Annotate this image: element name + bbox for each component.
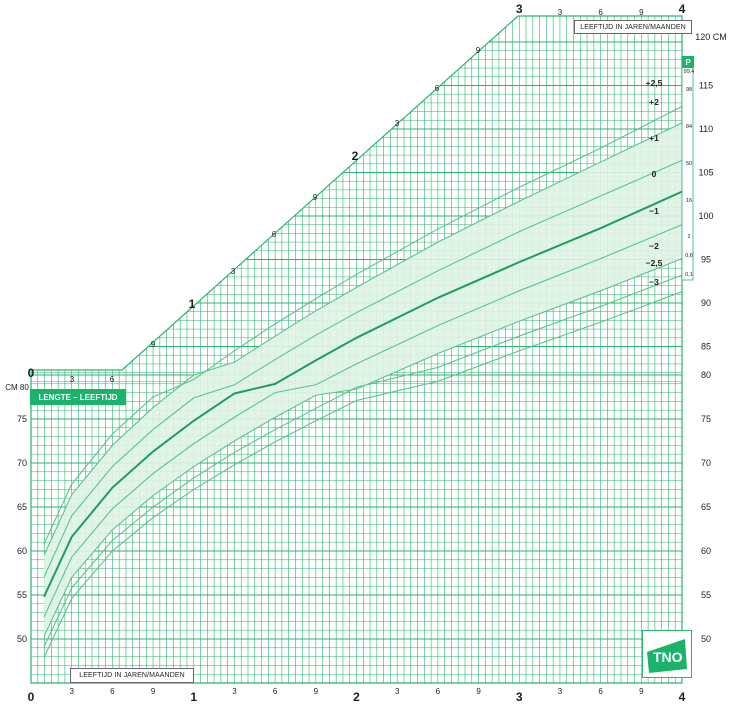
right-tick-label: 85 — [701, 342, 711, 352]
sd-label: −2,5 — [646, 258, 663, 268]
age-axis-title-top: LEEFTIJD IN JAREN/MAANDEN — [574, 20, 692, 34]
right-tick-label: 80 — [701, 370, 711, 380]
bottom-month-label: 9 — [476, 687, 481, 696]
right-tick-label: 65 — [701, 502, 711, 512]
bottom-month-label: 6 — [598, 687, 603, 696]
series-line-−2,5 — [43, 274, 683, 648]
diagonal-age-label: 3 — [70, 375, 75, 384]
diagonal-age-label: 6 — [272, 230, 277, 239]
diagonal-age-label: 0 — [28, 366, 35, 380]
bottom-month-label: 6 — [273, 687, 278, 696]
percentile-header-label: P — [685, 58, 691, 67]
left-tick-label: 70 — [17, 458, 27, 468]
diagonal-age-label: 3 — [231, 267, 236, 276]
bottom-month-label: 3 — [69, 687, 74, 696]
right-tick-label: 100 — [698, 211, 713, 221]
top-month-label: 6 — [598, 8, 603, 17]
sd-label: +1 — [649, 133, 659, 143]
percentile-strip — [681, 59, 694, 281]
right-tick-label: 110 — [699, 124, 713, 134]
percentile-header — [682, 56, 694, 68]
percentile-label: 99,4 — [684, 69, 695, 75]
series-line-+2,5 — [43, 105, 683, 545]
right-tick-label: 50 — [701, 634, 711, 644]
chart-title: LENGTE – LEEFTIJD — [30, 389, 126, 405]
bottom-year-label: 4 — [679, 690, 686, 704]
sd-label: −2 — [649, 241, 659, 251]
left-tick-label: 55 — [17, 590, 27, 600]
series-line-−2 — [43, 258, 683, 637]
bottom-month-label: 6 — [110, 687, 115, 696]
tno-logo-icon: TNO — [643, 631, 691, 677]
bottom-month-label: 9 — [639, 687, 644, 696]
bottom-month-label: 3 — [232, 687, 237, 696]
top-month-label: 9 — [639, 8, 644, 17]
diagonal-age-label: 9 — [313, 193, 318, 202]
sd-label: +2,5 — [646, 78, 663, 88]
percentile-label: 0,6 — [685, 253, 693, 259]
left-tick-label: 75 — [17, 414, 27, 424]
tno-logo: TNO — [642, 630, 692, 678]
percentile-label: 0,1 — [685, 272, 693, 278]
right-tick-label: 105 — [698, 168, 713, 178]
normal-range-band — [44, 122, 682, 637]
diagonal-age-label: 6 — [110, 375, 115, 384]
right-tick-label: 95 — [701, 255, 711, 265]
top-year-label: 3 — [516, 2, 523, 16]
right-tick-label: 115 — [699, 81, 713, 91]
diagonal-age-label: 9 — [476, 46, 481, 55]
bottom-month-label: 3 — [395, 687, 400, 696]
percentile-label: 98 — [686, 87, 692, 93]
diagonal-age-label: 6 — [435, 84, 440, 93]
left-tick-label: 50 — [17, 634, 27, 644]
bottom-year-label: 3 — [516, 690, 523, 704]
bottom-year-label: 2 — [353, 690, 360, 704]
bottom-month-label: 9 — [314, 687, 319, 696]
bottom-month-label: 9 — [151, 687, 156, 696]
tno-logo-text: TNO — [653, 649, 683, 665]
diagonal-age-label: 2 — [352, 149, 359, 163]
right-tick-label: 55 — [701, 590, 711, 600]
sd-label: +2 — [649, 97, 659, 107]
top-year-label: 4 — [679, 2, 686, 16]
right-tick-label: 60 — [701, 546, 711, 556]
age-axis-title-bottom: LEEFTIJD IN JAREN/MAANDEN — [70, 668, 194, 683]
left-tick-label: 65 — [17, 502, 27, 512]
right-tick-label: 70 — [701, 458, 711, 468]
left-unit-label: CM 80 — [5, 383, 29, 392]
sd-label: −1 — [649, 206, 659, 216]
sd-label: 0 — [652, 169, 657, 179]
bottom-year-label: 1 — [190, 690, 197, 704]
bottom-year-label: 0 — [28, 690, 35, 704]
series-line-+1 — [43, 159, 683, 578]
percentile-label: 84 — [686, 124, 692, 130]
diagonal-age-label: 3 — [395, 119, 400, 128]
right-tick-label: 90 — [701, 298, 711, 308]
series-line-−3 — [43, 291, 683, 658]
series-line-+2 — [43, 122, 683, 556]
bottom-month-label: 3 — [558, 687, 563, 696]
percentile-label: 50 — [686, 161, 692, 167]
sd-label: −3 — [649, 277, 659, 287]
top-month-label: 3 — [558, 8, 563, 17]
percentile-label: 16 — [686, 198, 692, 204]
left-tick-label: 60 — [17, 546, 27, 556]
right-unit-label: 120 CM — [695, 32, 727, 42]
series-line-−1 — [43, 224, 683, 618]
diagonal-age-label: 1 — [189, 297, 196, 311]
diagonal-age-label: 9 — [151, 340, 156, 349]
percentile-label: 2 — [687, 234, 690, 240]
series-line-0 — [43, 190, 683, 598]
bottom-month-label: 6 — [436, 687, 441, 696]
right-tick-label: 75 — [701, 414, 711, 424]
